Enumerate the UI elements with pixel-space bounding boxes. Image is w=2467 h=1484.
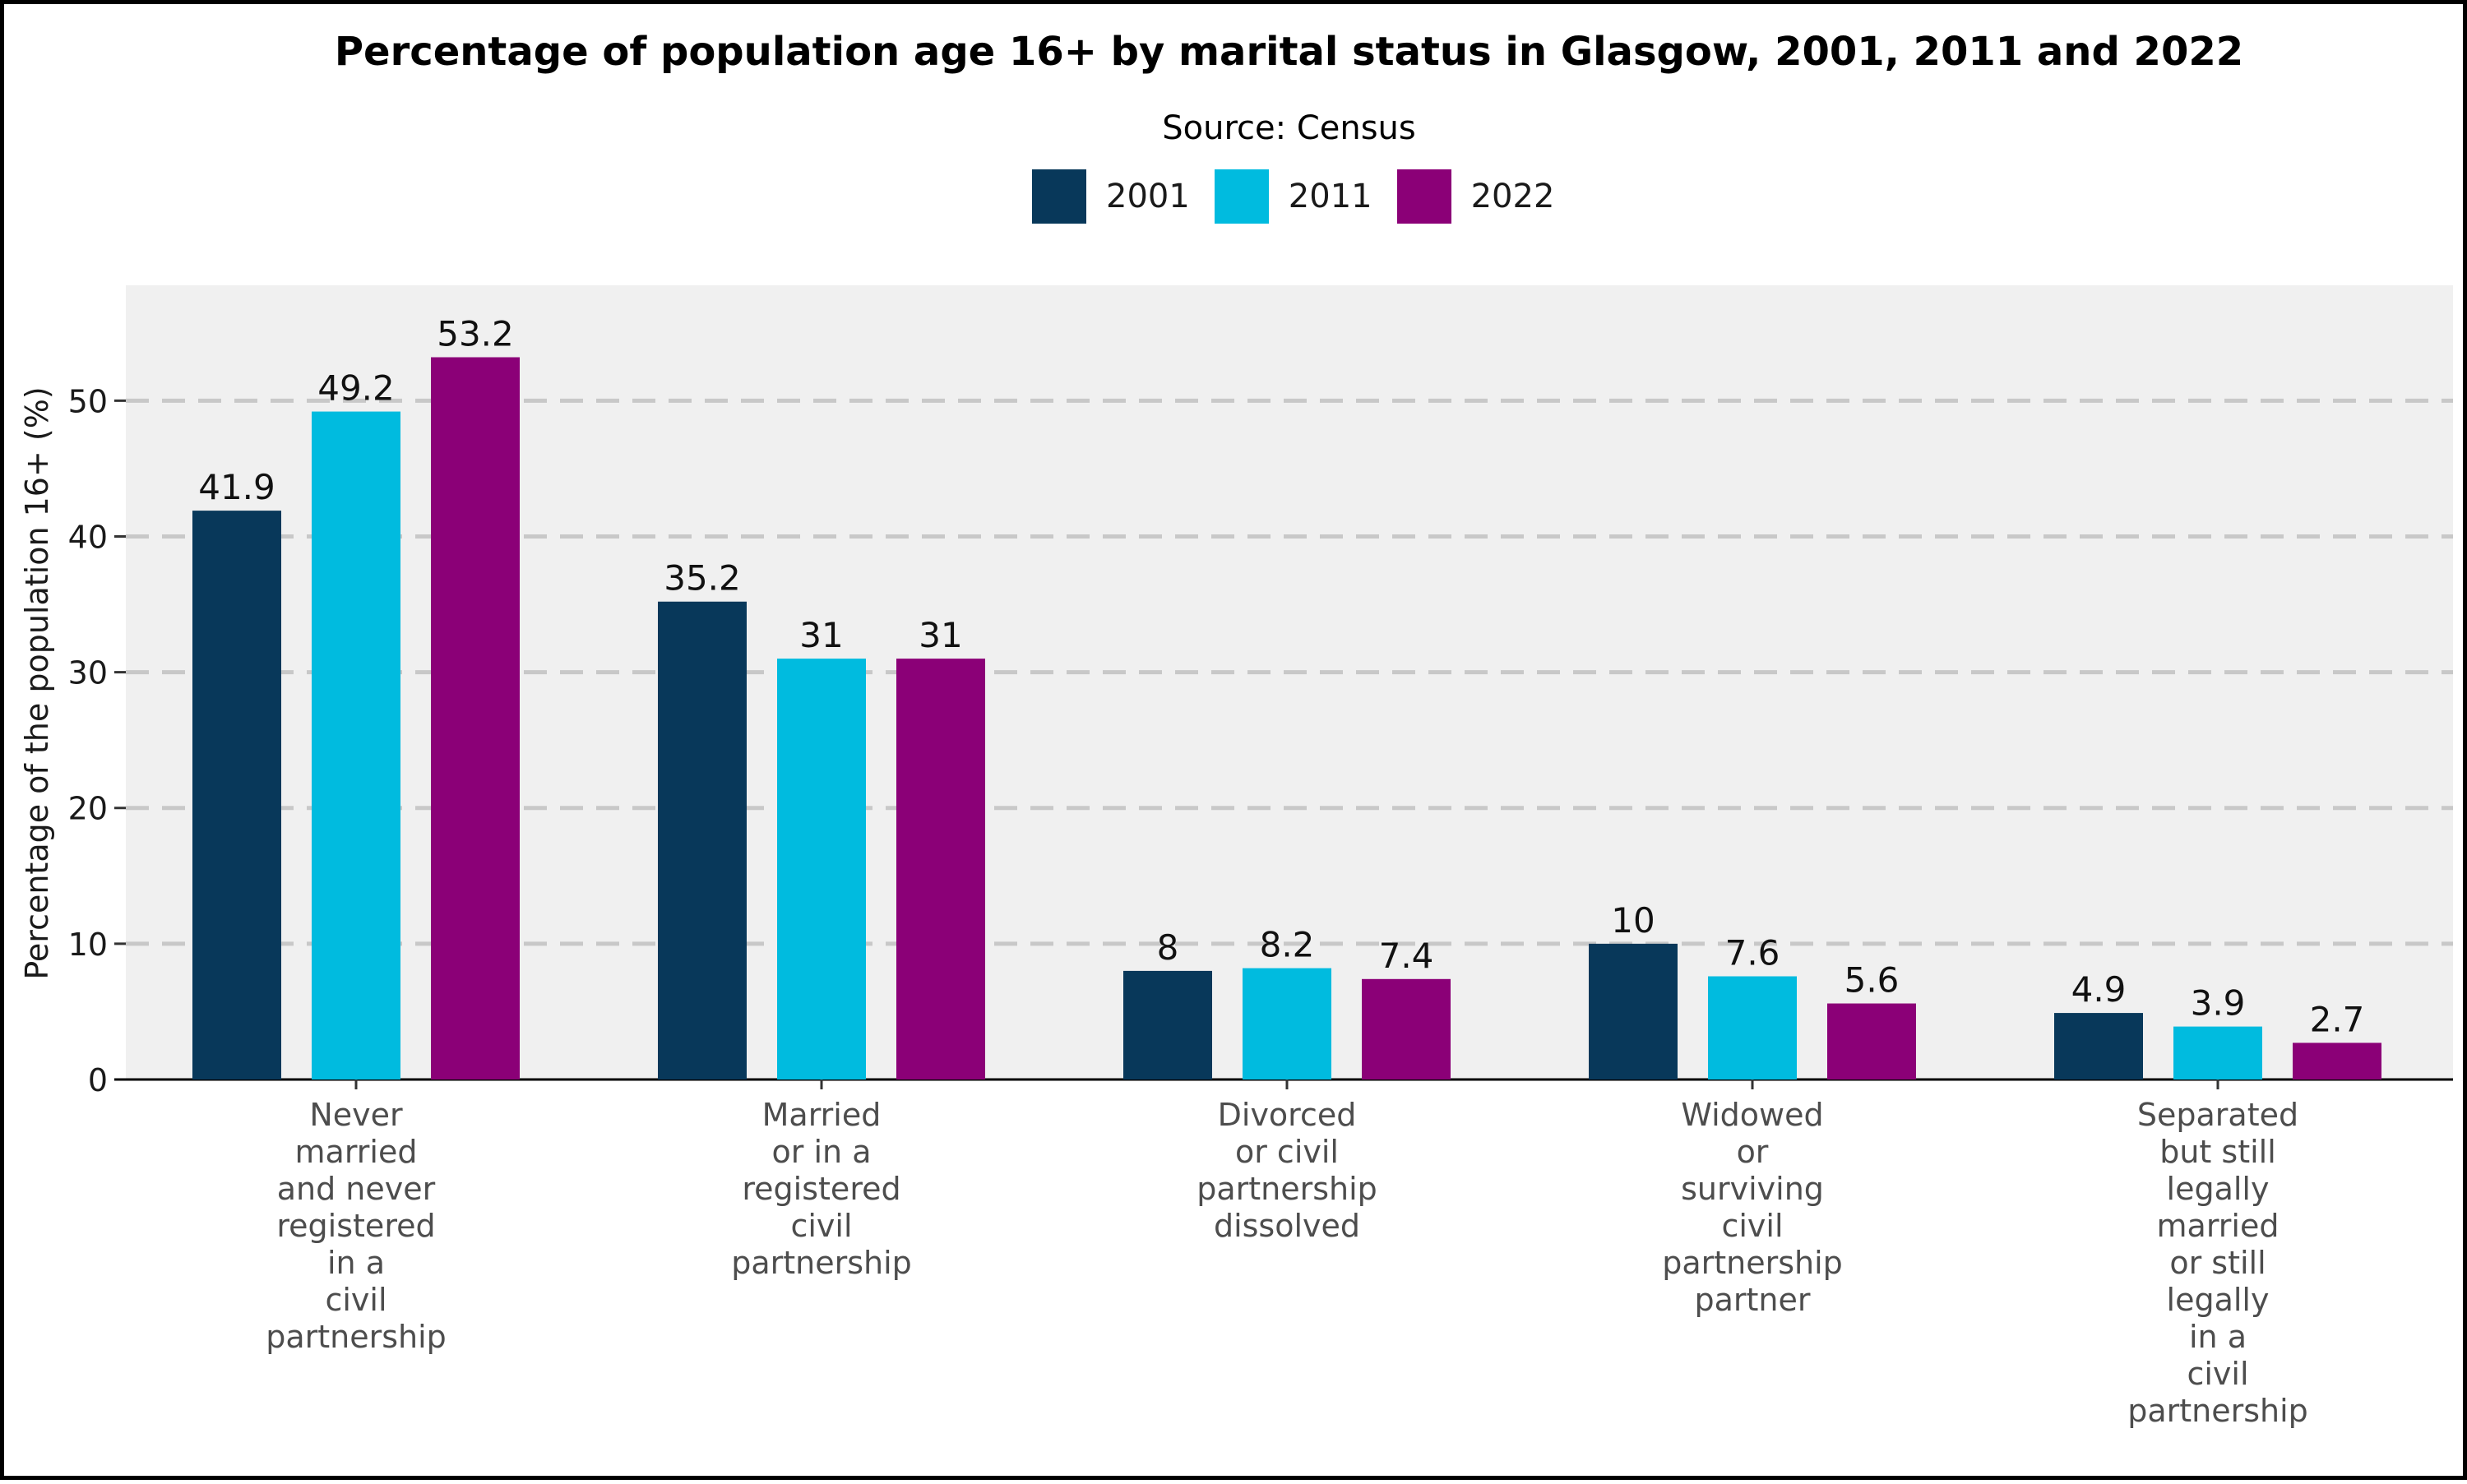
bar-2001	[658, 601, 747, 1079]
legend-swatch-2011	[1214, 169, 1269, 224]
legend-label-2011: 2011	[1288, 178, 1372, 215]
bar-2022	[2293, 1042, 2381, 1079]
x-tick-label: legally	[2167, 1171, 2270, 1207]
bar-2022	[896, 659, 985, 1079]
bar-2022	[1827, 1003, 1916, 1079]
legend-item-2022: 2022	[1396, 169, 1555, 224]
y-tick-label: 50	[68, 383, 108, 419]
x-tick-label: partnership	[731, 1245, 912, 1281]
legend-swatch-2001	[1032, 169, 1086, 224]
x-tick-label: or in a	[772, 1134, 872, 1170]
chart-title: Percentage of population age 16+ by mari…	[334, 29, 2244, 75]
x-tick-label: and never	[277, 1171, 436, 1207]
legend-label-2022: 2022	[1470, 178, 1555, 215]
data-label: 2.7	[2310, 999, 2365, 1039]
data-label: 35.2	[664, 558, 741, 599]
x-tick-label: civil	[1721, 1208, 1783, 1244]
data-label: 8.2	[1260, 925, 1315, 965]
chart-subtitle: Source: Census	[1162, 109, 1416, 147]
x-tick-label: surviving	[1681, 1171, 1824, 1207]
x-tick-label: legally	[2167, 1282, 2270, 1318]
data-label: 31	[919, 615, 962, 655]
bar-2001	[2054, 1013, 2143, 1079]
legend-swatch-2022	[1396, 169, 1451, 224]
data-label: 49.2	[317, 368, 395, 409]
data-label: 5.6	[1844, 960, 1900, 1001]
legend-label-2001: 2001	[1106, 178, 1190, 215]
x-tick-label: partnership	[2127, 1393, 2308, 1429]
data-label: 53.2	[437, 314, 514, 354]
x-tick-label: partnership	[1662, 1245, 1843, 1281]
legend-item-2011: 2011	[1214, 169, 1372, 224]
data-label: 7.6	[1725, 933, 1780, 973]
x-tick-label: married	[2157, 1208, 2280, 1244]
y-tick-label: 30	[68, 655, 108, 691]
x-tick-label: partnership	[1196, 1171, 1377, 1207]
x-tick-label: registered	[742, 1171, 900, 1207]
y-tick-label: 20	[68, 791, 108, 827]
bar-2001	[1123, 970, 1212, 1079]
bar-2001	[192, 511, 281, 1079]
x-tick-label: dissolved	[1214, 1208, 1360, 1244]
data-label: 31	[799, 615, 843, 655]
bar-2011	[777, 659, 866, 1079]
bar-2011	[1708, 976, 1797, 1079]
data-label: 3.9	[2191, 983, 2246, 1024]
x-tick-label: Separated	[2137, 1097, 2298, 1133]
bar-2011	[1243, 968, 1331, 1079]
x-tick-label: civil	[2187, 1356, 2248, 1392]
x-tick-label: partner	[1694, 1282, 1810, 1318]
x-tick-label: or still	[2169, 1245, 2266, 1281]
bar-2022	[431, 357, 520, 1079]
x-tick-label: Widowed	[1681, 1097, 1823, 1133]
y-tick-label: 10	[68, 927, 108, 963]
x-tick-label: Divorced	[1218, 1097, 1357, 1133]
x-tick-label: married	[295, 1134, 418, 1170]
x-tick-label: or	[1737, 1134, 1769, 1170]
x-tick-label: in a	[2189, 1319, 2247, 1355]
x-tick-label: Married	[762, 1097, 882, 1133]
bar-2022	[1362, 978, 1451, 1079]
bar-2011	[312, 411, 400, 1080]
data-label: 7.4	[1379, 936, 1434, 976]
bar-2011	[2173, 1026, 2262, 1079]
x-tick-label: civil	[790, 1208, 852, 1244]
y-tick-label: 40	[68, 519, 108, 555]
data-label: 8	[1157, 927, 1179, 968]
legend-item-2001: 2001	[1032, 169, 1190, 224]
data-label: 10	[1611, 900, 1655, 941]
x-tick-label: civil	[325, 1282, 386, 1318]
x-tick-label: partnership	[266, 1319, 447, 1355]
data-label: 41.9	[198, 467, 275, 507]
x-tick-label: registered	[276, 1208, 435, 1244]
chart-legend: 2001 2011 2022	[1032, 167, 1579, 226]
data-label: 4.9	[2071, 969, 2127, 1010]
x-tick-label: or civil	[1235, 1134, 1339, 1170]
x-tick-label: but still	[2159, 1134, 2276, 1170]
bar-2001	[1589, 943, 1678, 1079]
x-tick-label: Never	[309, 1097, 403, 1133]
x-tick-label: in a	[327, 1245, 385, 1281]
y-tick-label: 0	[88, 1062, 108, 1098]
